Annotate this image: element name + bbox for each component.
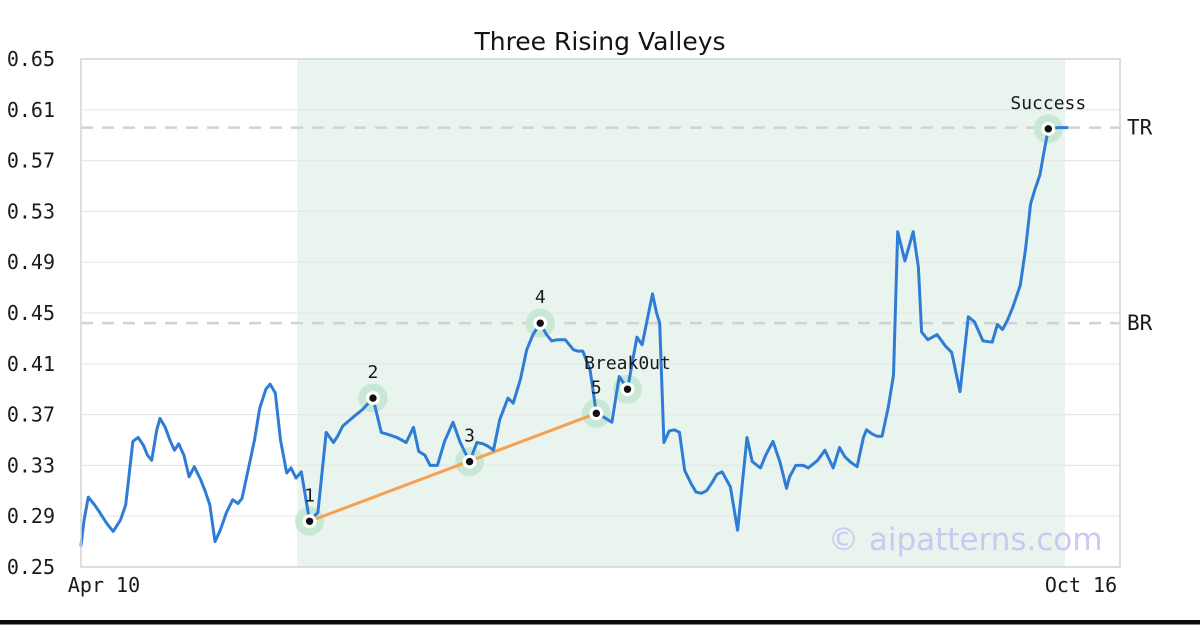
x-tick-label-start: Apr 10 [68, 573, 140, 597]
annotation-label-3: 3 [464, 426, 475, 447]
plot-border [80, 58, 1121, 568]
marker-dot-3 [465, 457, 474, 466]
y-tick-label: 0.41 [7, 352, 55, 376]
annotation-label-5: 5 [591, 377, 602, 398]
y-tick-label: 0.57 [7, 149, 55, 173]
y-tick-label: 0.61 [7, 98, 55, 122]
y-tick-label: 0.45 [7, 301, 55, 325]
marker-dot-4 [536, 319, 544, 327]
y-tick-label: 0.49 [7, 250, 55, 274]
y-tick-label: 0.53 [7, 199, 55, 223]
annotation-label-4: 4 [535, 287, 546, 308]
x-tick-label-end: Oct 16 [1045, 573, 1117, 597]
chart-title: Three Rising Valleys [473, 27, 725, 56]
bottom-edge-bar [0, 620, 1200, 625]
y-tick-label: 0.37 [7, 403, 55, 427]
y-tick-label: 0.29 [7, 504, 55, 528]
marker-dot-break0ut [623, 385, 632, 393]
price-line [79, 126, 1069, 547]
watermark-text: © aipatterns.com [828, 522, 1103, 558]
marker-dot-5 [592, 409, 601, 418]
y-tick-label: 0.33 [7, 453, 55, 477]
annotation-label-2: 2 [368, 362, 379, 383]
annotation-label-break0ut: Break0ut [584, 353, 671, 374]
marker-dot-1 [305, 517, 314, 525]
annotation-label-success: Success [1010, 93, 1086, 114]
y-tick-label: 0.25 [7, 555, 55, 579]
valley-trend-line [308, 411, 598, 523]
br-label: BR [1127, 311, 1153, 335]
marker-dot-success [1044, 125, 1053, 133]
y-tick-label: 0.65 [7, 47, 55, 71]
marker-dot-2 [369, 394, 377, 402]
annotation-label-1: 1 [304, 485, 315, 506]
tr-label: TR [1127, 116, 1153, 140]
